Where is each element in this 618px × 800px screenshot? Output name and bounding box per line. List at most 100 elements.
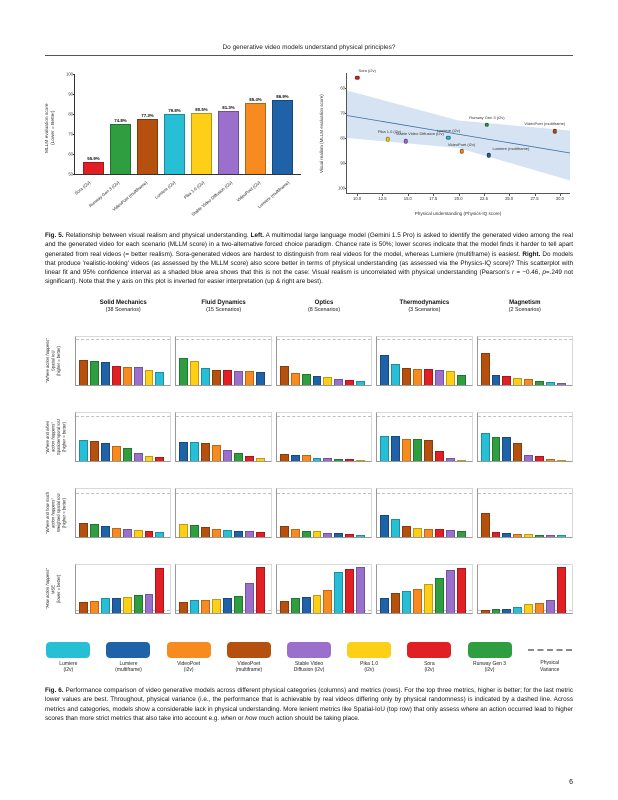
bar-lumiere_mf: [502, 437, 512, 461]
y-tick-label: 60: [68, 151, 73, 157]
x-tick-mark: [382, 193, 384, 196]
y-tick-label: 50: [68, 171, 73, 177]
x-tick-label: 22.5: [479, 195, 488, 201]
bar-svd: [445, 529, 455, 537]
bar-pika: [312, 531, 322, 537]
bar-pika: [524, 603, 534, 613]
bar-pika: [323, 376, 333, 385]
scatter-fit-svg: [347, 90, 570, 181]
bar-lumiere_i2v: [79, 440, 88, 461]
row-label-quote: "Where and how much action happens": [45, 491, 56, 534]
bar-lumiere_i2v: [513, 607, 523, 613]
bar-videopoet_mf: [279, 526, 289, 537]
bar-runway: [456, 531, 466, 537]
caption-segment: Fig. 6.: [45, 687, 64, 694]
y-tick-mark: [344, 138, 347, 139]
figure-6: Solid Mechanics (38 Scenarios) Fluid Dynam…: [45, 300, 573, 674]
bar-sora: [434, 529, 444, 537]
fig6-grid: "Where action happens" Spatial IoU (highe…: [45, 333, 573, 617]
y-tick-mark: [344, 88, 347, 89]
bar-pika: [179, 524, 189, 537]
bar-lumiere_mf: [223, 597, 232, 613]
y-tick-label: 60: [340, 85, 345, 91]
bar-sora: [491, 532, 501, 537]
bar-lumiere_mf: [391, 435, 401, 461]
fig6-bar-group: [279, 565, 366, 613]
bar-lumiere_mf: [502, 533, 512, 537]
bar-runway: [122, 448, 132, 461]
caption-segment: r: [511, 269, 515, 276]
legend-item-svd: Stable Video Diffusion (i2v): [286, 641, 333, 674]
legend-item-lumiere_mf: Lumiere (multiframe): [105, 641, 152, 674]
legend-swatch-pika: [347, 641, 392, 658]
fig5-bar-plot-area: 50 60 70 80 90 100 55.9% 74.8% 77.3% 79.8% 80.5% 81…: [66, 72, 301, 177]
page-content: Do generative video models understand ph…: [45, 44, 573, 722]
caption-segment: or: [236, 714, 246, 722]
x-tick-label: 12.5: [378, 195, 387, 201]
y-tick-mark: [72, 174, 75, 175]
fig6-row: "Where and how much action happens" Weigh…: [45, 485, 573, 541]
scatter-point-videopoet_mf: [552, 129, 557, 134]
physical-variance-line: [276, 338, 372, 340]
bar-pika: [423, 583, 433, 613]
bar-videopoet_i2v: [201, 600, 211, 613]
bar-svd: [445, 457, 455, 461]
bar-pika: [456, 459, 466, 461]
fig6-cell: [175, 411, 272, 462]
x-tick-label: 30.0: [555, 195, 564, 201]
bar-pika: [356, 459, 366, 461]
physical-variance-line: [176, 416, 271, 418]
fig6-row-label: "Where action happens" Spatial IoU (highe…: [45, 333, 71, 389]
legend-label: VideoPoet (i2v): [177, 660, 201, 673]
fig6-column-header: Optics (8 Scenarios): [276, 300, 372, 313]
bar-svd: [144, 594, 154, 613]
bar-videopoet_mf: [279, 366, 289, 385]
bar-lumiere_i2v: [391, 519, 401, 537]
caption-segment: p: [542, 269, 546, 276]
bar-lumiere_mf: [502, 608, 512, 613]
fig6-bar-group: [380, 413, 466, 461]
column-scenario-count: (2 Scenarios): [508, 306, 541, 313]
y-tick-label: 80: [340, 135, 345, 141]
fig6-bar-group: [179, 413, 265, 461]
bar-lumiere_mf: [301, 597, 311, 613]
x-tick-label: Lumiere (multiframe): [256, 180, 291, 210]
bar-runway: [434, 577, 444, 613]
bar-group: 55.9% 74.8% 77.3% 79.8% 80.5% 81.3% 85.4% 86.9%: [75, 74, 301, 174]
bar-runway: [234, 453, 243, 461]
bar-svd: [445, 570, 455, 613]
fig5-bar-chart: MLLM evaluation score (Lower = Better) 5…: [45, 66, 307, 218]
fig6-cell: [275, 335, 373, 386]
bar-lumiere_i2v: [155, 532, 165, 537]
bar-pika: [445, 370, 455, 385]
x-tick-mark: [509, 193, 510, 196]
bar-sora: [223, 370, 232, 385]
bar-lumiere_i2v: [223, 529, 232, 537]
bar-lumiere_i2v: 79.8%: [164, 108, 185, 174]
bar-sora: [502, 376, 512, 385]
y-tick-label: 70: [340, 110, 345, 116]
bar-svd: [133, 367, 143, 385]
x-tick-mark: [407, 193, 409, 196]
fig6-row-label: "Where and how much action happens" Weigh…: [45, 485, 71, 541]
bar-videopoet_mf: [89, 441, 99, 461]
column-name: Magnetism: [509, 299, 541, 306]
fig6-bar-group: [179, 489, 265, 537]
fig6-cell: [376, 563, 473, 614]
x-tick-label: 27.5: [530, 195, 539, 201]
bar-videopoet_i2v: [290, 528, 300, 537]
fig5-scatter-chart: Visual realism (MLLM evaluation score) 1…: [319, 66, 573, 218]
physical-variance-line: [477, 493, 572, 495]
bar-videopoet_i2v: [402, 438, 411, 461]
fig6-column-header: Thermodynamics (3 Scenarios): [376, 300, 472, 313]
bar-lumiere_i2v: [480, 432, 490, 461]
caption-segment: when: [220, 714, 237, 722]
bar-videopoet_mf: [279, 454, 289, 461]
scatter-point-sora: [354, 75, 360, 80]
row-label-metric: Spatial IoU (higher = better): [50, 345, 61, 376]
fig6-cell: [476, 335, 573, 386]
bar-sora: [345, 459, 355, 461]
fig6-bar-group: [480, 337, 566, 385]
bar-lumiere_i2v: [391, 363, 401, 385]
bar-runway: [133, 595, 143, 613]
